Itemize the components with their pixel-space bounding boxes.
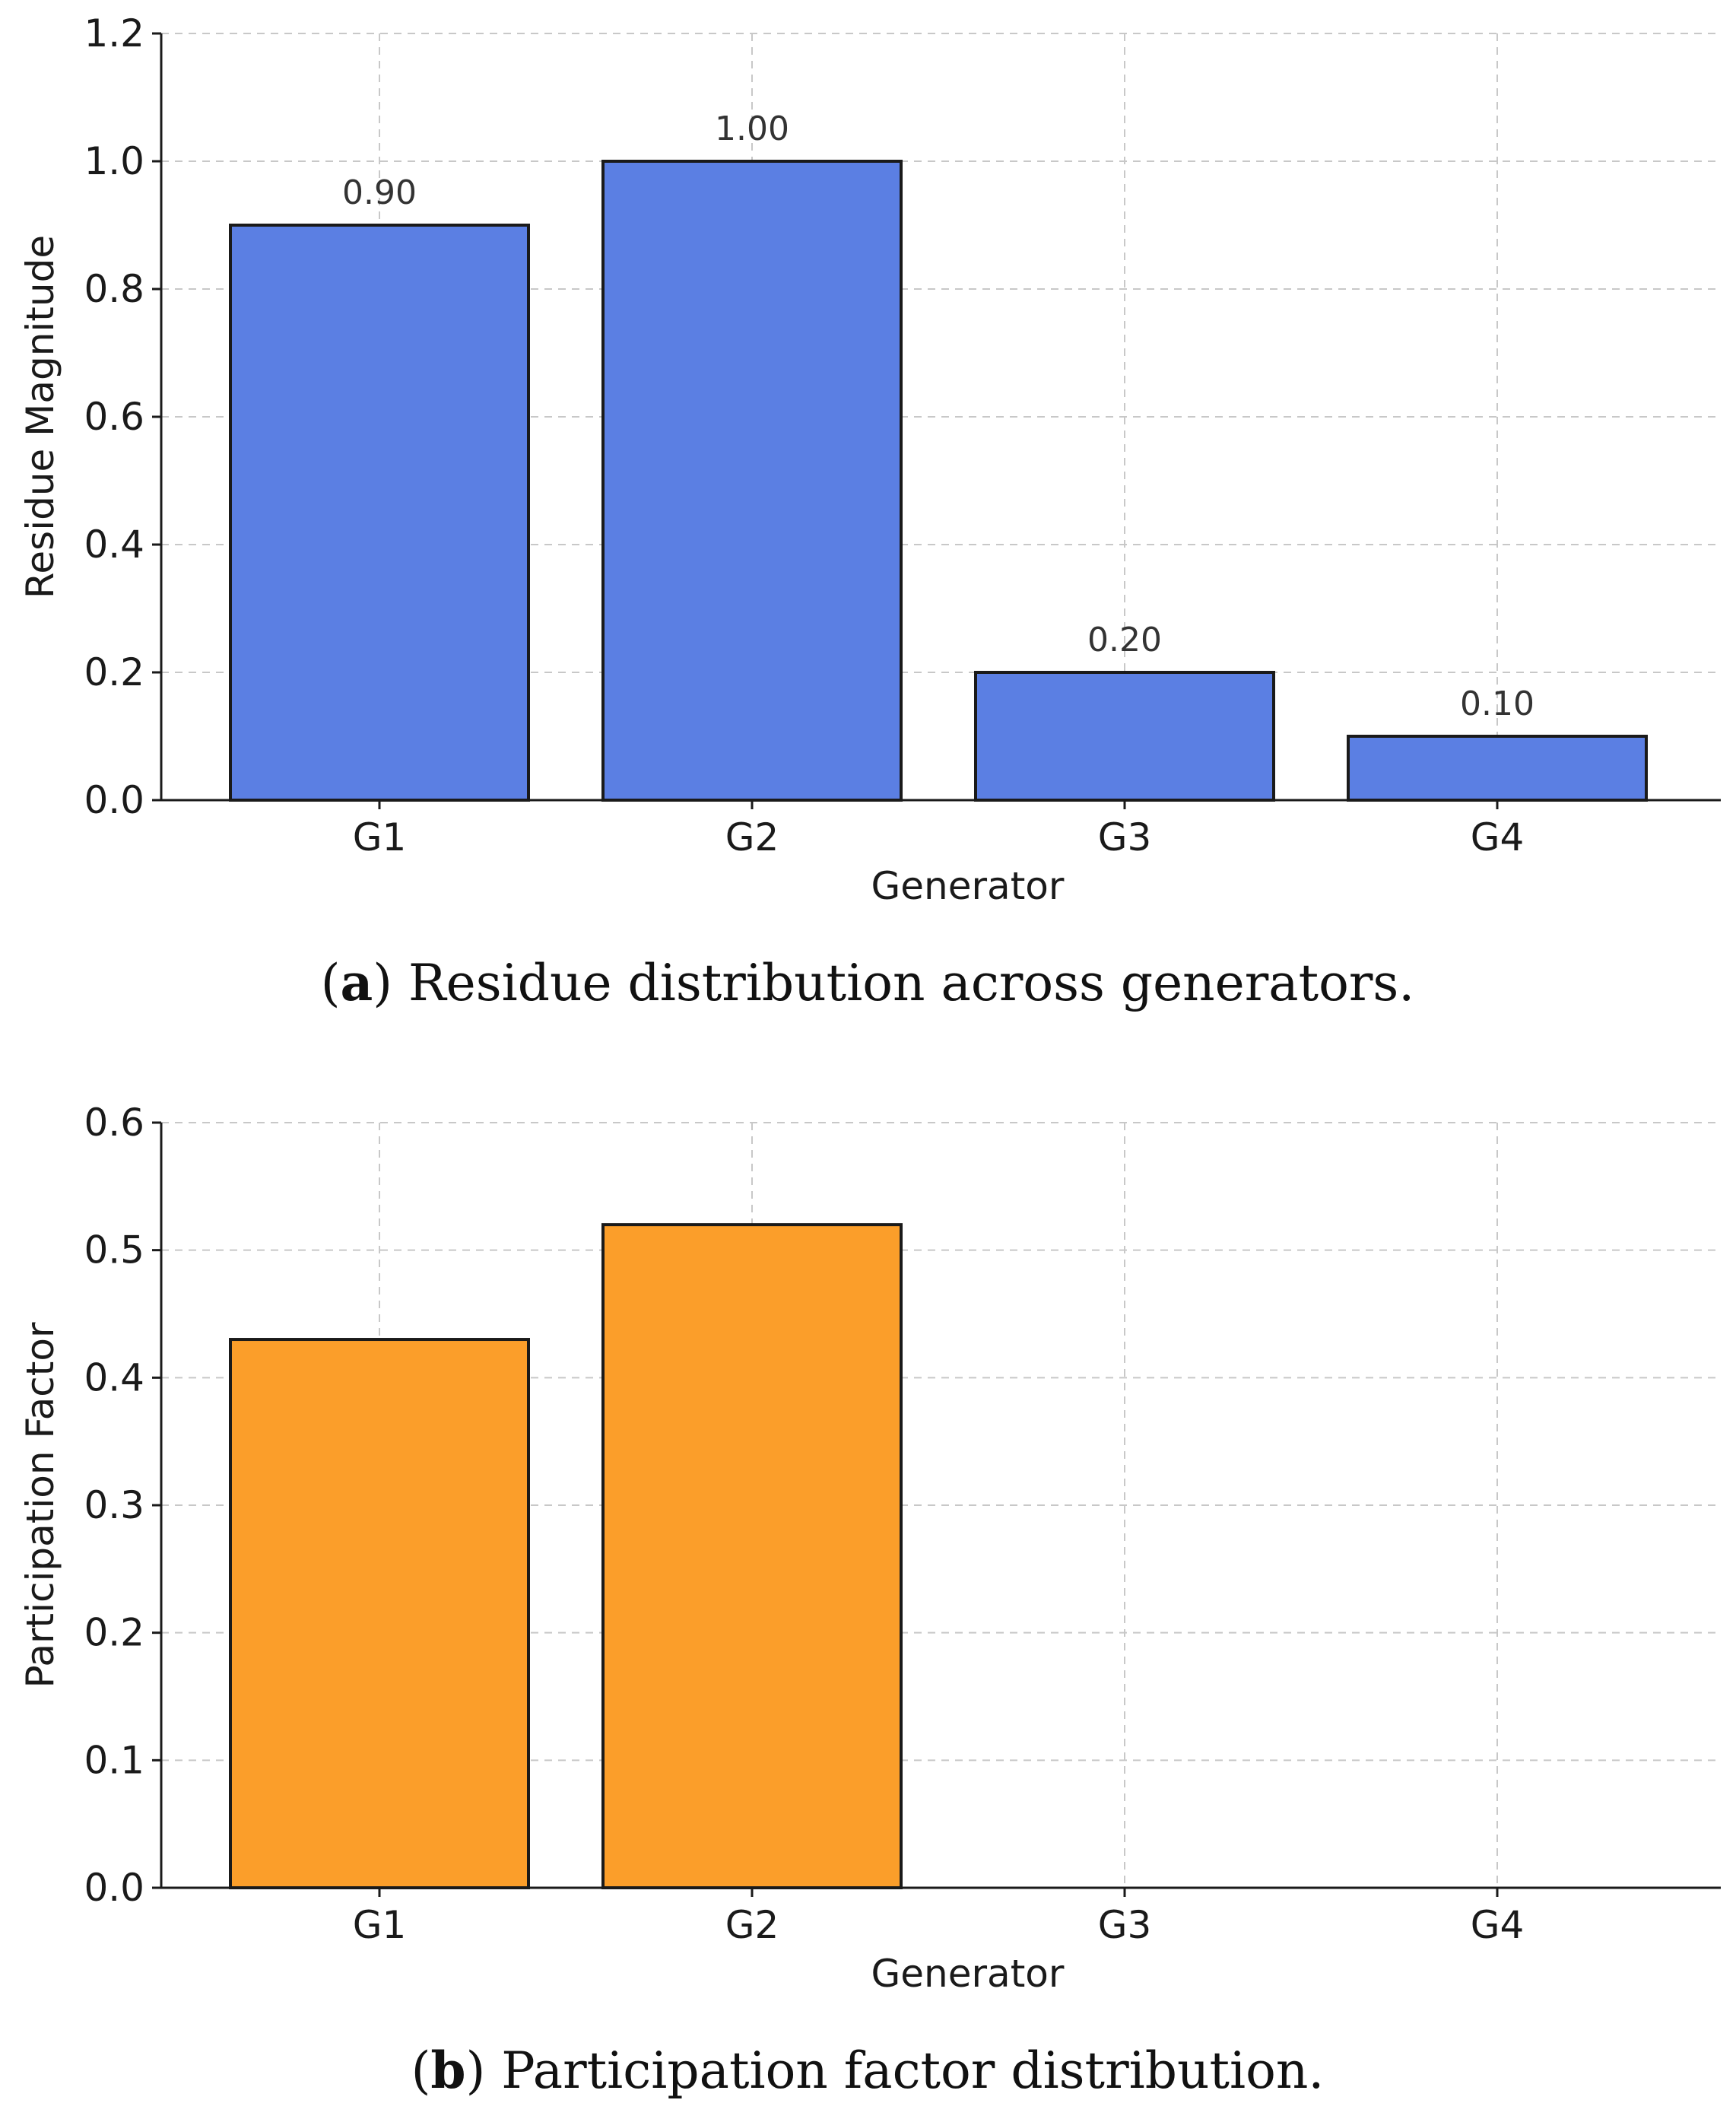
bar-g2 — [601, 160, 903, 802]
x-axis-title: Generator — [871, 864, 1065, 908]
caption-a-text: Residue distribution across generators. — [408, 954, 1414, 1012]
x-tick-label-g1: G1 — [353, 815, 407, 859]
x-tick-label-g3: G3 — [1098, 1903, 1152, 1947]
value-label-g4: 0.10 — [1460, 685, 1534, 723]
y-tick-label-6: 0.6 — [84, 1101, 144, 1145]
caption-a: (a) Residue distribution across generato… — [321, 953, 1415, 1012]
y-axis-title: Participation Factor — [18, 1322, 62, 1689]
bar-g1 — [229, 1338, 530, 1889]
value-label-g1: 0.90 — [342, 173, 417, 212]
y-tick-label-4: 0.4 — [84, 1355, 144, 1399]
bar-g4 — [1347, 735, 1648, 802]
y-tick-label-2: 0.4 — [84, 523, 144, 567]
y-axis-title: Residue Magnitude — [18, 235, 62, 599]
value-label-g3: 0.20 — [1087, 621, 1162, 659]
bar-g1 — [229, 224, 530, 802]
y-tick-label-2: 0.2 — [84, 1611, 144, 1655]
caption-b-letter: b — [430, 2041, 465, 2100]
x-tick-label-g2: G2 — [725, 815, 779, 859]
x-tick-label-g3: G3 — [1098, 815, 1152, 859]
x-tick-label-g4: G4 — [1471, 1903, 1525, 1947]
y-tick-label-6: 1.2 — [84, 11, 144, 56]
x-axis-title: Generator — [871, 1952, 1065, 1996]
caption-b-text: Participation factor distribution. — [501, 2041, 1324, 2100]
y-tick-label-5: 1.0 — [84, 139, 144, 183]
x-tick-label-g1: G1 — [353, 1903, 407, 1947]
y-tick-label-5: 0.5 — [84, 1228, 144, 1272]
caption-a-letter: a — [340, 953, 373, 1012]
bar-g2 — [601, 1223, 903, 1889]
y-tick-label-0: 0.0 — [84, 1866, 144, 1910]
y-tick-label-1: 0.1 — [84, 1738, 144, 1782]
y-tick-label-3: 0.3 — [84, 1483, 144, 1527]
y-tick-label-1: 0.2 — [84, 650, 144, 694]
panel-b-participation-chart: 0.0 0.1 0.2 0.3 0.4 0.5 0.6 G1 G2 G3 G4 Generator Pa… — [18, 1101, 1721, 1996]
panel-a-residue-chart: 0.90 1.00 0.20 0.10 0.0 0.2 0.4 0.6 0.8 1.0 1.2 G1 G… — [18, 11, 1721, 908]
caption-b: (b) Participation factor distribution. — [411, 2041, 1325, 2100]
value-label-g2: 1.00 — [715, 110, 789, 148]
x-tick-label-g4: G4 — [1471, 815, 1525, 859]
x-tick-label-g2: G2 — [725, 1903, 779, 1947]
y-tick-label-0: 0.0 — [84, 778, 144, 822]
y-tick-label-4: 0.8 — [84, 267, 144, 311]
bar-g3 — [974, 671, 1275, 802]
y-tick-label-3: 0.6 — [84, 395, 144, 439]
